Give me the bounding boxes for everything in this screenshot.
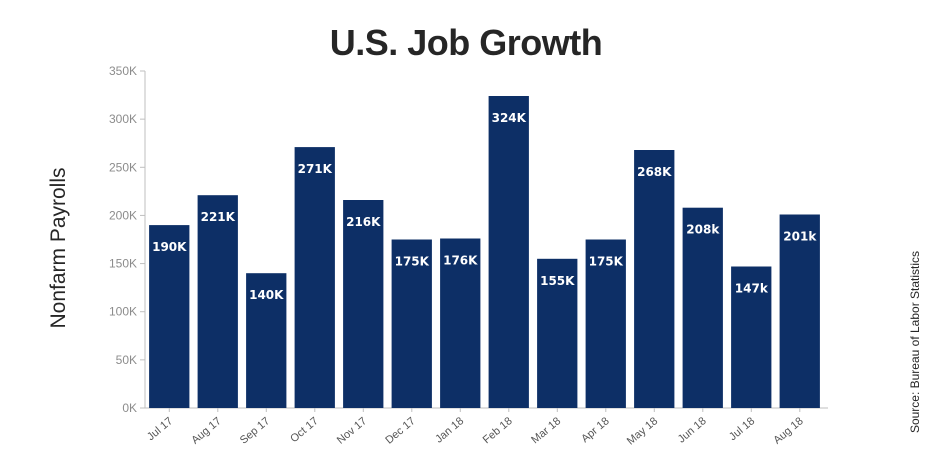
y-tick-label: 300K: [109, 112, 137, 126]
bar-data-label: 216K: [346, 215, 381, 229]
y-tick-label: 150K: [109, 257, 137, 271]
bar: [731, 266, 772, 408]
x-tick-label: Mar 18: [529, 415, 563, 446]
y-tick-label: 250K: [109, 160, 137, 174]
bar: [343, 200, 384, 408]
x-tick-label: Jul 18: [727, 415, 757, 443]
x-tick-label: Jul 17: [145, 415, 175, 443]
bar: [149, 225, 190, 408]
bar-data-label: 175K: [395, 255, 430, 269]
bar: [440, 238, 481, 408]
bar: [391, 239, 432, 408]
y-tick-label: 350K: [109, 64, 137, 78]
x-tick-label: Jun 18: [676, 415, 709, 445]
bar-data-label: 324K: [492, 111, 527, 125]
bar: [585, 239, 626, 408]
bar: [537, 258, 578, 408]
y-tick-label: 0K: [122, 401, 137, 415]
bar-data-label: 190K: [152, 240, 187, 254]
bar-data-label: 147k: [735, 282, 769, 296]
x-tick-label: Aug 17: [189, 415, 223, 447]
bar: [779, 214, 820, 408]
x-tick-label: Jan 18: [433, 415, 466, 445]
x-tick-label: Aug 18: [771, 415, 805, 447]
x-tick-label: May 18: [625, 415, 660, 447]
bar: [488, 96, 529, 408]
y-tick-label: 50K: [116, 353, 137, 367]
bar-data-label: 271K: [298, 162, 333, 176]
bar: [682, 207, 723, 408]
chart-title: U.S. Job Growth: [329, 22, 603, 63]
x-tick-label: Apr 18: [579, 415, 612, 445]
x-tick-label: Feb 18: [481, 415, 515, 446]
x-tick-label: Sep 17: [238, 415, 272, 447]
bar: [197, 195, 238, 408]
bar-data-label: 175K: [589, 255, 624, 269]
x-tick-label: Oct 17: [288, 415, 321, 445]
x-tick-label: Dec 17: [383, 415, 417, 447]
bar-data-label: 155K: [540, 274, 575, 288]
y-tick-label: 100K: [109, 305, 137, 319]
y-tick-label: 200K: [109, 208, 137, 222]
bar-data-label: 221K: [201, 210, 236, 224]
bar-data-label: 201k: [783, 230, 817, 244]
bar-data-label: 268K: [637, 165, 672, 179]
bar: [246, 273, 287, 408]
bar: [634, 150, 675, 408]
bar: [294, 147, 335, 408]
x-tick-label: Nov 17: [335, 415, 369, 447]
bar-data-label: 176K: [443, 254, 478, 268]
bar-data-label: 208k: [686, 223, 720, 237]
bar-data-label: 140K: [249, 288, 284, 302]
